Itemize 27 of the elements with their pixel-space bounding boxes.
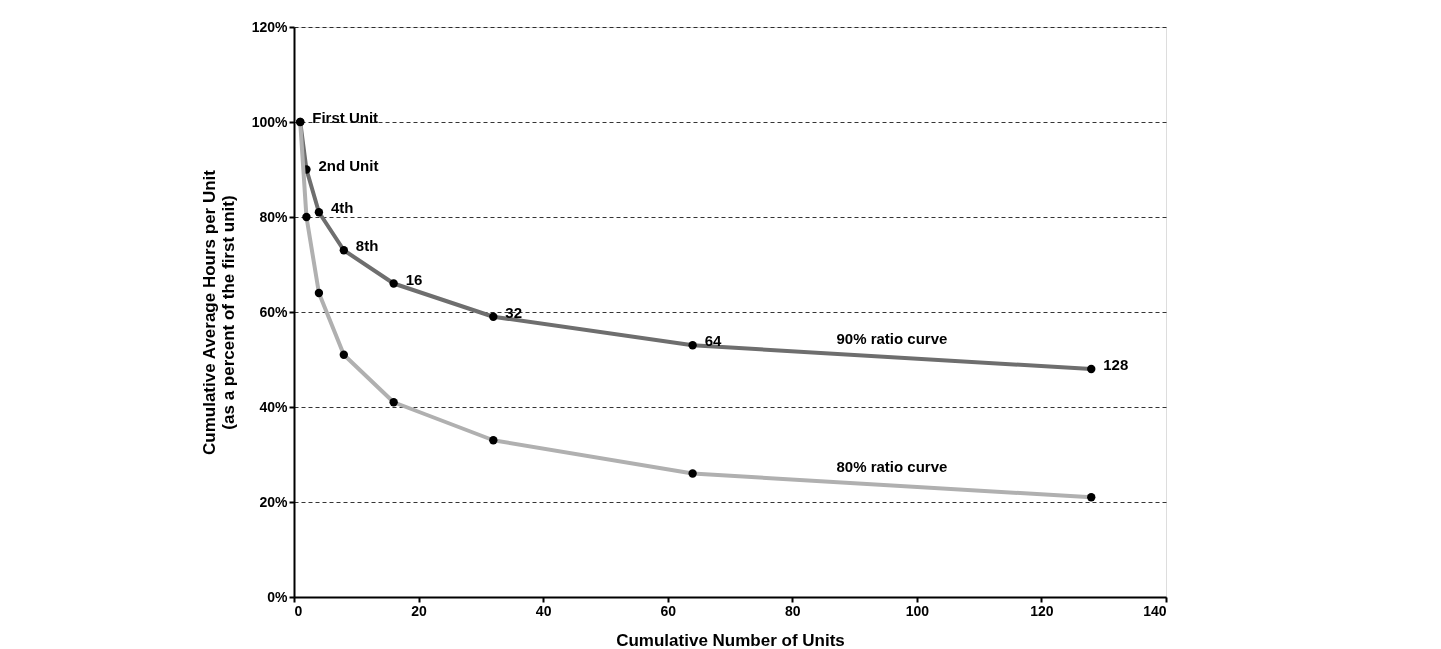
annotation: 64 (704, 332, 722, 350)
y-tick-label: 60% (259, 303, 289, 320)
series-label: 80% ratio curve (836, 458, 948, 476)
y-tick-label: 20% (259, 493, 289, 510)
x-axis-title: Cumulative Number of Units (616, 630, 845, 649)
x-tick-label: 40 (535, 602, 552, 619)
x-tick-label: 60 (660, 602, 677, 619)
x-tick-label: 140 (1143, 602, 1167, 619)
x-tick-label: 120 (1030, 602, 1054, 619)
annotation: 4th (330, 199, 354, 217)
x-tick-label: 80 (785, 602, 801, 619)
annotation: 2nd Unit (318, 156, 379, 174)
y-tick-label: 120% (251, 18, 289, 35)
y-tick-label: 80% (259, 208, 289, 225)
series-label: 90% ratio curve (836, 330, 948, 348)
annotation: 16 (405, 270, 423, 288)
y-axis-title: Cumulative Average Hours per Unit (as a percent of the first unit) (199, 169, 238, 455)
annotation: 8th (355, 237, 379, 255)
annotation: 128 (1103, 356, 1129, 373)
x-tick-label: 20 (411, 602, 428, 619)
annotation: 32 (505, 303, 522, 321)
y-tick-label: 0% (267, 588, 289, 605)
y-tick-label: 40% (259, 398, 289, 415)
annotation: First Unit (312, 109, 379, 126)
x-tick-label: 0 (294, 602, 303, 619)
y-tick-label: 100% (251, 113, 289, 130)
x-tick-label: 100 (905, 602, 930, 619)
